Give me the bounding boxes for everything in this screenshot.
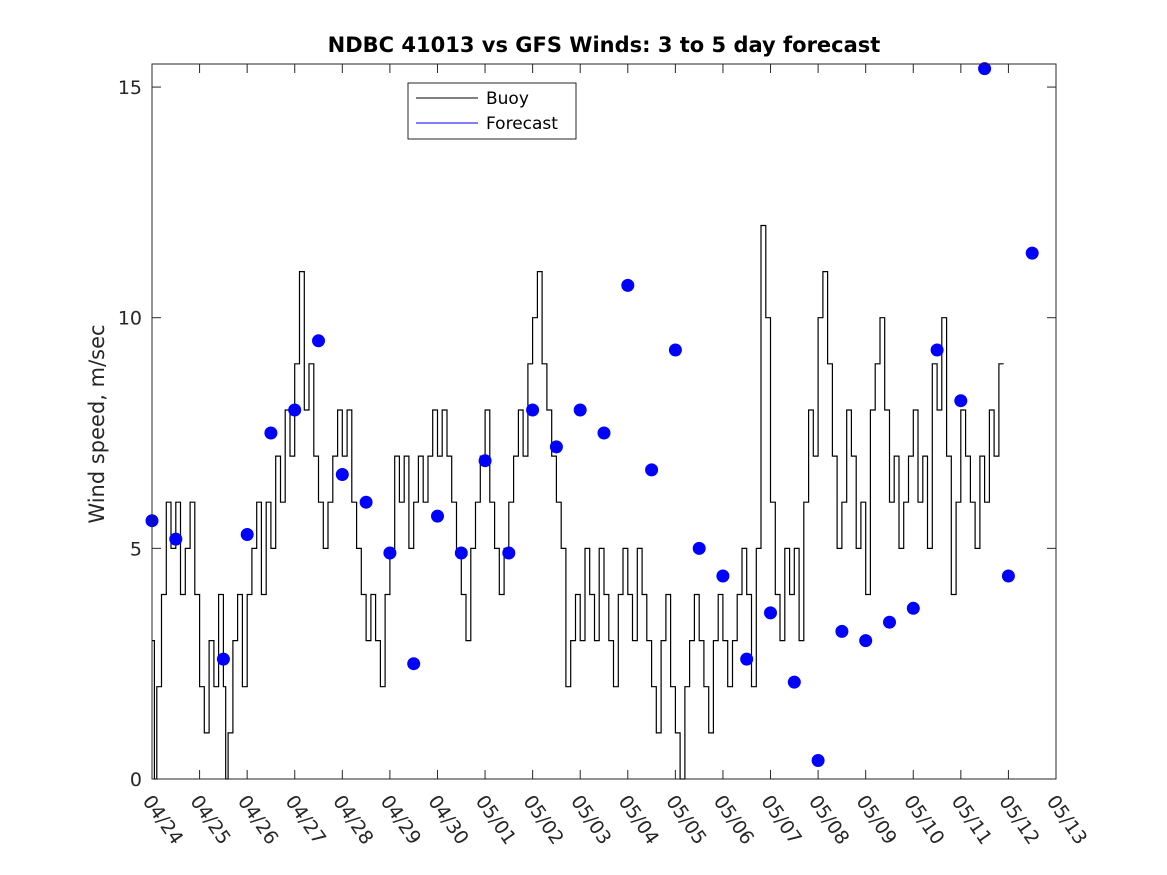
forecast-point (954, 394, 968, 408)
forecast-point (859, 634, 873, 648)
forecast-point (169, 532, 183, 546)
forecast-point (645, 463, 659, 477)
forecast-point (526, 403, 540, 417)
forecast-point (431, 509, 444, 523)
forecast-point (549, 440, 563, 454)
forecast-point (454, 546, 468, 560)
legend-box (407, 82, 577, 140)
legend: Buoy Forecast (407, 82, 577, 140)
forecast-point (216, 652, 230, 666)
y-axis-label: Wind speed, m/sec (85, 324, 109, 523)
forecast-point (383, 546, 397, 560)
forecast-point (573, 403, 587, 417)
forecast-point (978, 62, 992, 76)
axes-box (151, 63, 1057, 780)
forecast-point (930, 343, 944, 357)
forecast-point (811, 754, 825, 767)
forecast-point (240, 528, 254, 541)
forecast-point (335, 468, 349, 481)
forecast-point (407, 657, 421, 671)
forecast-point (312, 334, 325, 348)
legend-forecast-label: Forecast (486, 114, 558, 134)
forecast-point (692, 541, 706, 555)
forecast-point (787, 675, 801, 689)
legend-buoy-label: Buoy (486, 89, 529, 109)
forecast-point (668, 343, 682, 357)
forecast-point (835, 624, 849, 638)
forecast-point (288, 403, 302, 417)
forecast-point (597, 426, 611, 440)
forecast-point (502, 546, 516, 560)
forecast-point (359, 495, 373, 509)
y-tick-label: 10 (118, 308, 142, 330)
y-tick-label: 15 (118, 77, 142, 99)
plot-area (145, 62, 1039, 780)
forecast-point (1001, 569, 1015, 583)
forecast-point (621, 278, 635, 292)
forecast-point (478, 454, 492, 468)
forecast-point (264, 426, 278, 440)
y-tick-label: 0 (130, 769, 142, 791)
buoy-line (152, 224, 1004, 780)
forecast-point (716, 569, 730, 583)
forecast-point (906, 601, 920, 615)
forecast-point (764, 606, 777, 620)
chart-title: NDBC 41013 vs GFS Winds: 3 to 5 day fore… (328, 33, 881, 57)
y-tick-label: 5 (130, 538, 142, 560)
forecast-point (883, 615, 896, 629)
forecast-point (1025, 246, 1039, 260)
forecast-point (740, 652, 754, 666)
